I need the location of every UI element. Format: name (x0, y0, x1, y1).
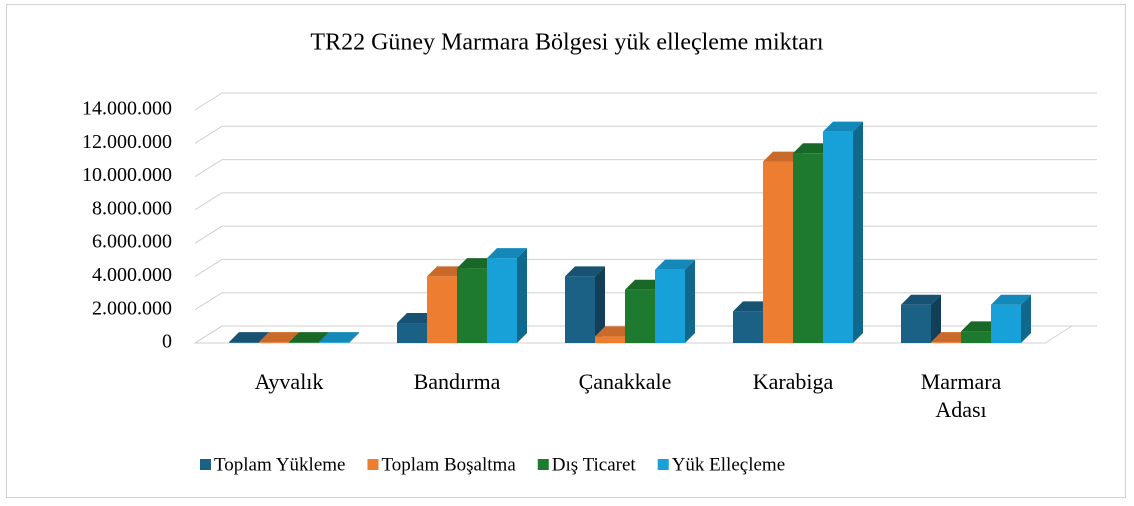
bar-front (931, 342, 961, 343)
y-tick-label: 4.000.000 (92, 264, 172, 286)
x-tick-label: Ayvalık (254, 369, 324, 394)
bar-top (991, 294, 1031, 305)
bar-side (595, 266, 605, 343)
grid-line (194, 92, 1097, 111)
bar-side (349, 332, 359, 343)
bar-top (901, 294, 941, 305)
x-tick-label: Karabiga (752, 369, 834, 394)
bar-top (319, 332, 359, 343)
legend-label: Yük Elleçleme (672, 454, 785, 475)
legend-swatch (537, 459, 549, 470)
bar-top (565, 266, 605, 277)
bar-front (991, 304, 1021, 343)
chart-border (6, 4, 1126, 498)
bar-top (823, 121, 863, 132)
bar (655, 259, 695, 343)
bar-top (487, 248, 527, 259)
bar-front (457, 268, 487, 343)
bar-front (763, 161, 793, 343)
bar-side (853, 121, 863, 343)
bar (319, 332, 359, 343)
legend-swatch (200, 459, 211, 470)
bar-side (1021, 294, 1031, 343)
bar (991, 294, 1031, 343)
bar-front (625, 289, 655, 343)
y-tick-label: 14.000.000 (82, 98, 172, 120)
bar-top (289, 332, 329, 343)
bar-front (655, 269, 685, 343)
legend-swatch (657, 459, 669, 470)
bar (901, 294, 941, 343)
bar-front (901, 304, 931, 343)
bar-side (931, 294, 941, 343)
bar-side (517, 248, 527, 343)
bar-front (397, 323, 427, 343)
bar (565, 266, 605, 343)
x-tick-label: Çanakkale (578, 369, 672, 394)
y-tick-label: 2.000.000 (92, 297, 172, 319)
y-tick-label: 10.000.000 (82, 164, 172, 186)
bar-front (427, 276, 457, 343)
bar-top (259, 332, 299, 343)
y-tick-label: 6.000.000 (92, 231, 172, 253)
bar-front (823, 131, 853, 343)
bar (487, 248, 527, 343)
bar-side (685, 259, 695, 343)
bar-top (229, 332, 269, 343)
bar-front (319, 342, 349, 343)
chart-title: TR22 Güney Marmara Bölgesi yük elleçleme… (310, 30, 824, 56)
legend-label: Toplam Yükleme (214, 454, 345, 475)
bar-top (655, 259, 695, 270)
legend-label: Toplam Boşaltma (381, 454, 516, 475)
y-tick-label: 8.000.000 (92, 197, 172, 219)
bar-front (289, 342, 319, 343)
x-tick-label: Marmara Adası (920, 369, 1002, 422)
bar-front (229, 342, 259, 343)
bar-front (487, 258, 517, 343)
y-tick-label: 12.000.000 (82, 131, 172, 153)
y-tick-label: 0 (162, 331, 172, 353)
bar-front (793, 153, 823, 343)
bar-front (259, 342, 289, 343)
bar-front (961, 331, 991, 343)
x-tick-label: Bandırma (413, 369, 501, 394)
legend-label: Dış Ticaret (552, 454, 637, 475)
grid-line (194, 125, 1097, 144)
bar-front (565, 276, 595, 343)
legend-swatch (367, 459, 379, 470)
bar-front (595, 336, 625, 343)
bar (823, 121, 863, 343)
bar-front (733, 311, 763, 343)
